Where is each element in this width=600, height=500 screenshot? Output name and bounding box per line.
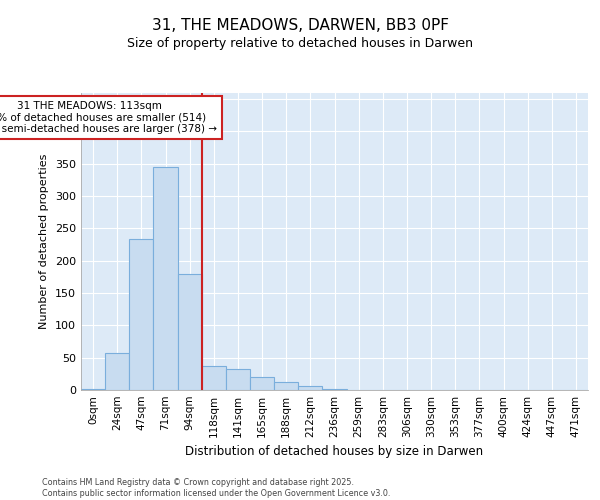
Bar (129, 240, 154, 390)
Text: 31, THE MEADOWS, DARWEN, BB3 0PF: 31, THE MEADOWS, DARWEN, BB3 0PF (151, 18, 449, 32)
Bar (178, 274, 202, 390)
Bar (250, 377, 274, 390)
Bar (202, 366, 226, 390)
Bar (81, 388, 105, 390)
Y-axis label: Number of detached properties: Number of detached properties (40, 154, 49, 329)
Text: Contains HM Land Registry data © Crown copyright and database right 2025.
Contai: Contains HM Land Registry data © Crown c… (42, 478, 391, 498)
X-axis label: Distribution of detached houses by size in Darwen: Distribution of detached houses by size … (185, 446, 484, 458)
Text: Size of property relative to detached houses in Darwen: Size of property relative to detached ho… (127, 38, 473, 51)
Bar (274, 382, 298, 390)
Bar (105, 353, 129, 390)
Bar (154, 167, 178, 390)
Bar (298, 386, 322, 390)
Text: 31 THE MEADOWS: 113sqm
← 55% of detached houses are smaller (514)
40% of semi-de: 31 THE MEADOWS: 113sqm ← 55% of detached… (0, 101, 217, 134)
Bar (226, 368, 250, 390)
